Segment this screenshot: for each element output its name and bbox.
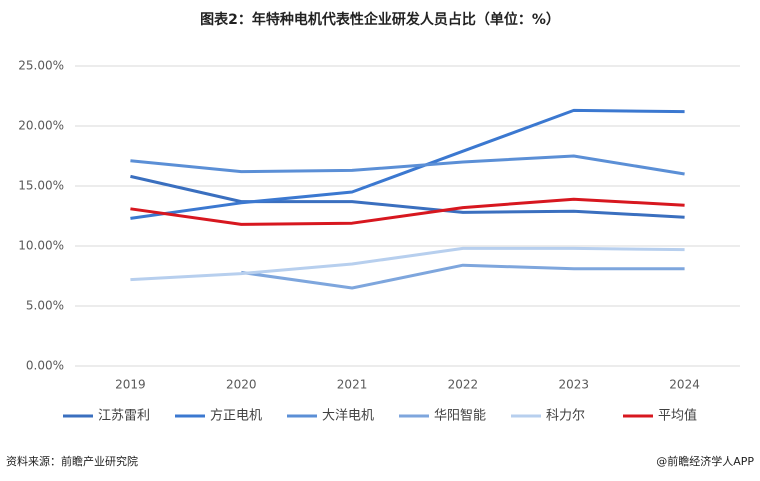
legend-label: 方正电机 xyxy=(210,408,262,424)
y-tick-label: 10.00% xyxy=(18,239,64,253)
series-line xyxy=(241,263,685,290)
series-line xyxy=(130,197,685,226)
series-line xyxy=(130,246,685,282)
y-tick-label: 25.00% xyxy=(18,59,64,73)
x-tick-label: 2024 xyxy=(669,378,700,392)
series-line xyxy=(130,174,685,219)
legend-label: 江苏雷利 xyxy=(98,408,150,424)
chart-title: 图表2：年特种电机代表性企业研发人员占比（单位：%） xyxy=(200,11,560,28)
x-tick-label: 2021 xyxy=(337,378,368,392)
x-tick-label: 2022 xyxy=(448,378,479,392)
legend-label: 平均值 xyxy=(658,408,697,424)
series-line xyxy=(130,108,685,220)
x-tick-label: 2023 xyxy=(558,378,589,392)
legend-label: 大洋电机 xyxy=(322,409,374,424)
series-line xyxy=(130,154,685,176)
legend-label: 华阳智能 xyxy=(434,409,486,424)
y-tick-label: 15.00% xyxy=(18,179,64,193)
y-tick-label: 0.00% xyxy=(26,359,64,373)
y-tick-label: 20.00% xyxy=(18,119,64,133)
legend-label: 科力尔 xyxy=(546,409,585,424)
source: 资料来源：前瞻产业研究院 xyxy=(6,454,138,468)
x-tick-label: 2020 xyxy=(226,378,257,392)
y-tick-label: 5.00% xyxy=(26,299,64,313)
x-tick-label: 2019 xyxy=(115,378,146,392)
credit: @前瞻经济学人APP xyxy=(656,454,754,468)
